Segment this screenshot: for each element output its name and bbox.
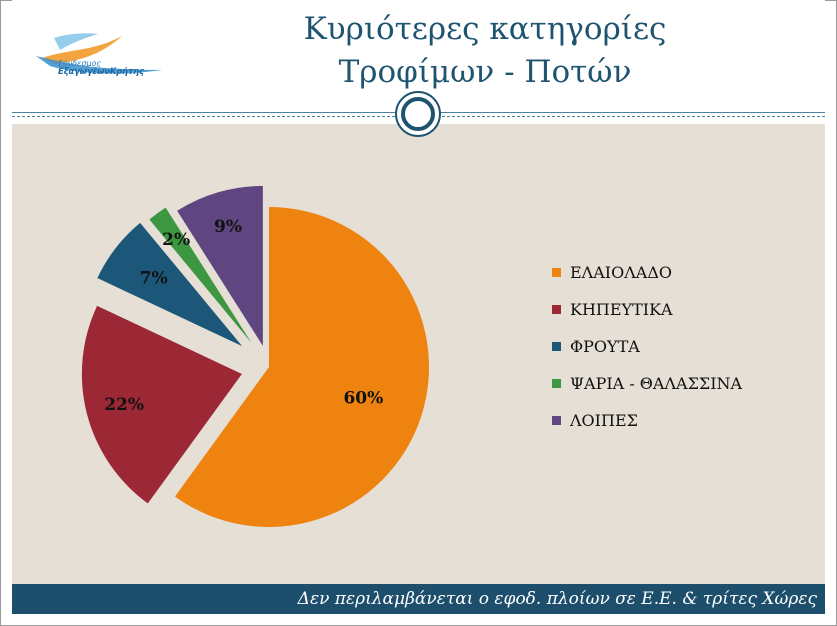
data-label-0: 60% xyxy=(343,389,383,409)
pie-slice-0 xyxy=(174,207,429,527)
legend-swatch-1 xyxy=(552,305,561,314)
ornament-circle-inner xyxy=(401,97,435,131)
legend-item-4: ΛΟΙΠΕΣ xyxy=(552,402,742,439)
logo-text-line1: Σύνδεσμος xyxy=(58,59,102,68)
slide-title: Κυριότερες κατηγορίες Τροφίμων - Ποτών xyxy=(220,8,750,94)
chart-legend: ΕΛΑΙΟΛΑΔΟ ΚΗΠΕΥΤΙΚΑ ΦΡΟΥΤΑ ΨΑΡΙΑ - ΘΑΛΑΣΣΙΝ… xyxy=(552,254,742,439)
pie-slice-1 xyxy=(81,305,242,504)
legend-item-3: ΨΑΡΙΑ - ΘΑΛΑΣΣΙΝΑ xyxy=(552,365,742,402)
legend-item-2: ΦΡΟΥΤΑ xyxy=(552,328,742,365)
pie-slice-4 xyxy=(177,185,263,346)
data-label-3: 2% xyxy=(162,230,190,250)
legend-label-3: ΨΑΡΙΑ - ΘΑΛΑΣΣΙΝΑ xyxy=(570,374,743,393)
footer-bar: Δεν περιλαμβάνεται ο εφοδ. πλοίων σε Ε.Ε… xyxy=(12,584,825,614)
data-label-4: 9% xyxy=(214,217,242,237)
data-label-2: 7% xyxy=(140,269,168,289)
pie-slice-3 xyxy=(149,207,252,343)
footer-note: Δεν περιλαμβάνεται ο εφοδ. πλοίων σε Ε.Ε… xyxy=(297,589,817,609)
logo-swoosh-icon xyxy=(36,33,162,74)
legend-label-0: ΕΛΑΙΟΛΑΔΟ xyxy=(570,263,673,282)
legend-swatch-4 xyxy=(552,416,561,425)
logo-text-line2: ΕξαγωγέωνΚρήτης xyxy=(58,67,144,77)
legend-label-1: ΚΗΠΕΥΤΙΚΑ xyxy=(570,300,673,319)
data-label-1: 22% xyxy=(104,395,144,415)
legend-swatch-3 xyxy=(552,379,561,388)
title-line-1: Κυριότερες κατηγορίες xyxy=(303,11,667,47)
legend-item-0: ΕΛΑΙΟΛΑΔΟ xyxy=(552,254,742,291)
legend-item-1: ΚΗΠΕΥΤΙΚΑ xyxy=(552,291,742,328)
pie-slice-2 xyxy=(97,222,243,347)
legend-swatch-2 xyxy=(552,342,561,351)
legend-swatch-0 xyxy=(552,268,561,277)
pie-chart: 60% 22% 7% 2% 9% xyxy=(81,185,429,527)
title-line-2: Τροφίμων - Ποτών xyxy=(338,54,632,90)
legend-label-2: ΦΡΟΥΤΑ xyxy=(570,337,640,356)
legend-label-4: ΛΟΙΠΕΣ xyxy=(570,411,638,430)
